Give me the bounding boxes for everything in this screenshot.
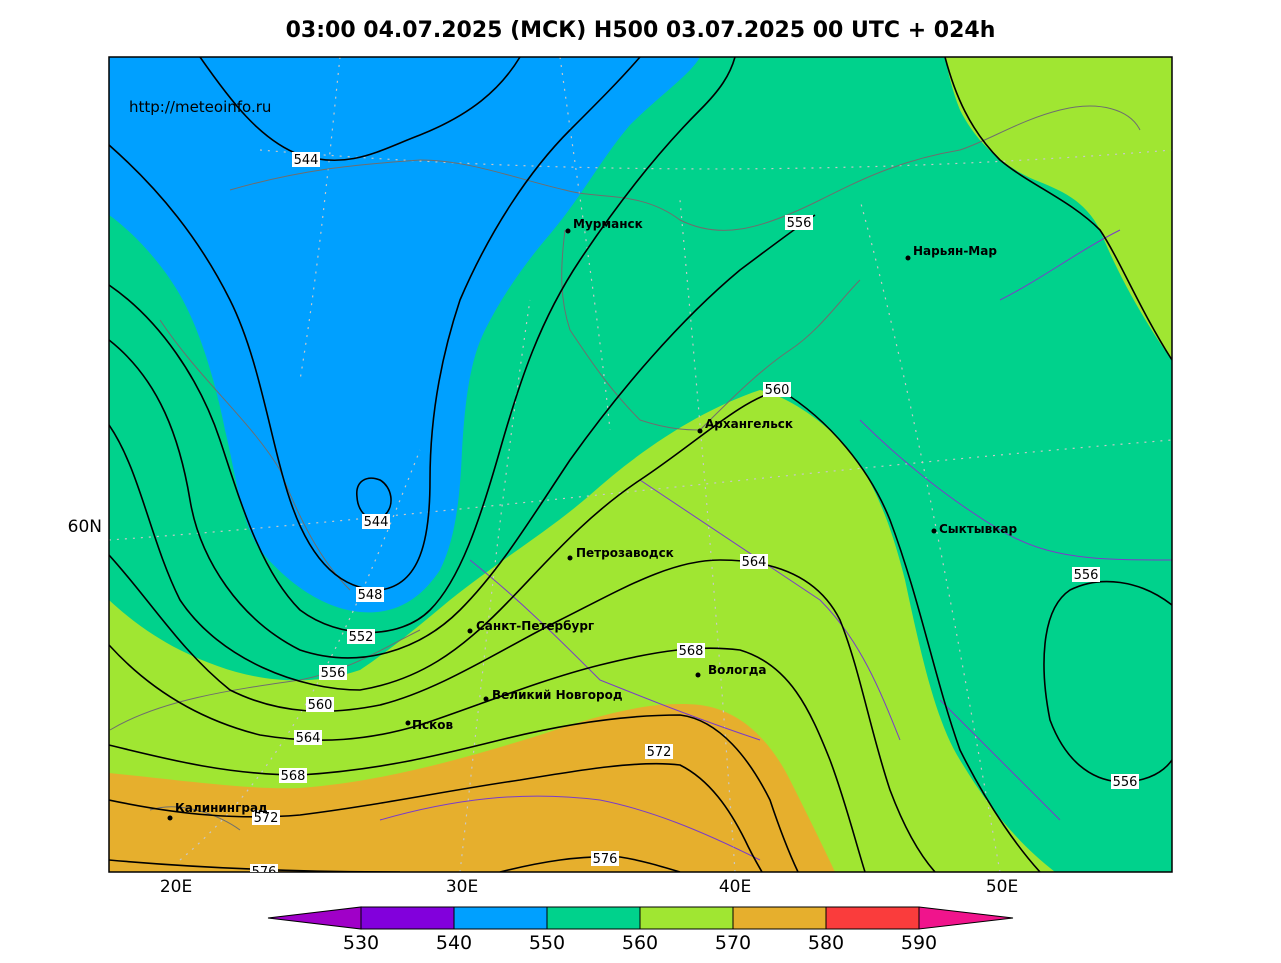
contour-label: 568 — [279, 768, 307, 784]
city-pskov: Псков — [405, 718, 454, 732]
svg-text:564: 564 — [742, 555, 767, 570]
svg-text:Санкт-Петербург: Санкт-Петербург — [476, 619, 594, 633]
contour-label: 556 — [1072, 567, 1100, 583]
colorbar — [267, 906, 1014, 930]
contour-label: 556 — [319, 665, 347, 681]
svg-text:550: 550 — [529, 932, 565, 954]
lon-label-50e: 50E — [986, 877, 1018, 897]
svg-text:Петрозаводск: Петрозаводск — [576, 546, 674, 560]
svg-text:580: 580 — [808, 932, 844, 954]
svg-text:Вологда: Вологда — [708, 663, 766, 677]
contour-label: 552 — [347, 629, 375, 645]
contour-label: 576 — [591, 851, 619, 867]
band-540-550 — [109, 57, 700, 613]
svg-text:530: 530 — [343, 932, 379, 954]
city-vologda: Вологда — [695, 663, 766, 678]
admin-borders — [379, 229, 1172, 861]
svg-text:568: 568 — [281, 769, 306, 784]
city-arkhangelsk: Архангельск — [697, 417, 793, 434]
band-560-570-ne — [945, 57, 1172, 360]
city-veliky-novgorod: Великий Новгород — [483, 688, 623, 702]
contour-label: 556 — [1111, 774, 1139, 790]
colorbar-swatch-540-550 — [453, 906, 548, 930]
svg-text:548: 548 — [358, 588, 383, 603]
svg-text:Нарьян-Мар: Нарьян-Мар — [913, 244, 997, 258]
contour-label: 568 — [677, 643, 705, 659]
svg-text:Сыктывкар: Сыктывкар — [939, 522, 1017, 536]
contour-label-group: 544 544 548 552 556 560 564 568 572 556 … — [250, 152, 1139, 880]
coastlines — [109, 105, 1141, 831]
lat-label-60n: 60N — [68, 517, 102, 537]
colorbar-swatch-570-580 — [732, 906, 827, 930]
colorbar-extend-high — [918, 906, 1014, 930]
city-syktyvkar: Сыктывкар — [931, 522, 1017, 536]
svg-text:568: 568 — [679, 644, 704, 659]
svg-text:Мурманск: Мурманск — [573, 217, 643, 231]
svg-text:564: 564 — [296, 731, 321, 746]
city-kaliningrad: Калининград — [167, 801, 268, 821]
svg-text:Псков: Псков — [412, 718, 454, 732]
colorbar-swatch-530-540 — [360, 906, 455, 930]
svg-text:544: 544 — [364, 515, 389, 530]
svg-text:540: 540 — [436, 932, 472, 954]
contour-label: 576 — [250, 864, 278, 880]
colorbar-swatch-580-590 — [825, 906, 920, 930]
contour-label: 560 — [763, 382, 791, 398]
svg-text:560: 560 — [765, 383, 790, 398]
svg-text:Архангельск: Архангельск — [705, 417, 793, 431]
city-saint-petersburg: Санкт-Петербург — [467, 619, 594, 634]
svg-text:556: 556 — [1074, 568, 1099, 583]
colorbar-swatch-550-560 — [546, 906, 641, 930]
svg-text:560: 560 — [308, 698, 333, 713]
lon-label-40e: 40E — [719, 877, 751, 897]
contours — [109, 57, 1172, 872]
lon-label-30e: 30E — [446, 877, 478, 897]
colorbar-extend-low — [267, 906, 362, 930]
svg-text:560: 560 — [622, 932, 658, 954]
contour-label: 572 — [645, 744, 673, 760]
svg-text:556: 556 — [787, 216, 812, 231]
svg-text:556: 556 — [1113, 775, 1138, 790]
svg-text:590: 590 — [901, 932, 937, 954]
contour-label: 548 — [356, 587, 384, 603]
colorbar-swatch-560-570 — [639, 906, 734, 930]
svg-text:544: 544 — [294, 153, 319, 168]
svg-text:556: 556 — [321, 666, 346, 681]
contour-label: 572 — [252, 810, 280, 826]
map-frame — [108, 56, 1173, 873]
city-naryan-mar: Нарьян-Мар — [905, 244, 997, 261]
svg-text:570: 570 — [715, 932, 751, 954]
svg-text:576: 576 — [593, 852, 618, 867]
lon-label-20e: 20E — [160, 877, 192, 897]
colorbar-labels: 530 540 550 560 570 580 590 — [343, 932, 937, 954]
svg-text:Калининград: Калининград — [175, 801, 268, 815]
source-url: http://meteoinfo.ru — [129, 98, 271, 116]
contour-label: 556 — [785, 215, 813, 231]
svg-text:572: 572 — [254, 811, 279, 826]
contour-label: 564 — [294, 730, 322, 746]
contour-label: 560 — [306, 697, 334, 713]
map-field — [109, 57, 1172, 872]
contour-label: 544 — [362, 514, 390, 530]
svg-text:576: 576 — [252, 865, 277, 880]
svg-text:Великий Новгород: Великий Новгород — [492, 688, 623, 702]
cities: Мурманск Нарьян-Мар Архангельск Сыктывка… — [167, 217, 1017, 821]
contour-label: 544 — [292, 152, 320, 168]
svg-text:572: 572 — [647, 745, 672, 760]
svg-text:552: 552 — [349, 630, 374, 645]
city-murmansk: Мурманск — [565, 217, 643, 234]
city-petrozavodsk: Петрозаводск — [567, 546, 674, 561]
contour-label: 564 — [740, 554, 768, 570]
map-title: 03:00 04.07.2025 (МСК) H500 03.07.2025 0… — [285, 18, 996, 43]
